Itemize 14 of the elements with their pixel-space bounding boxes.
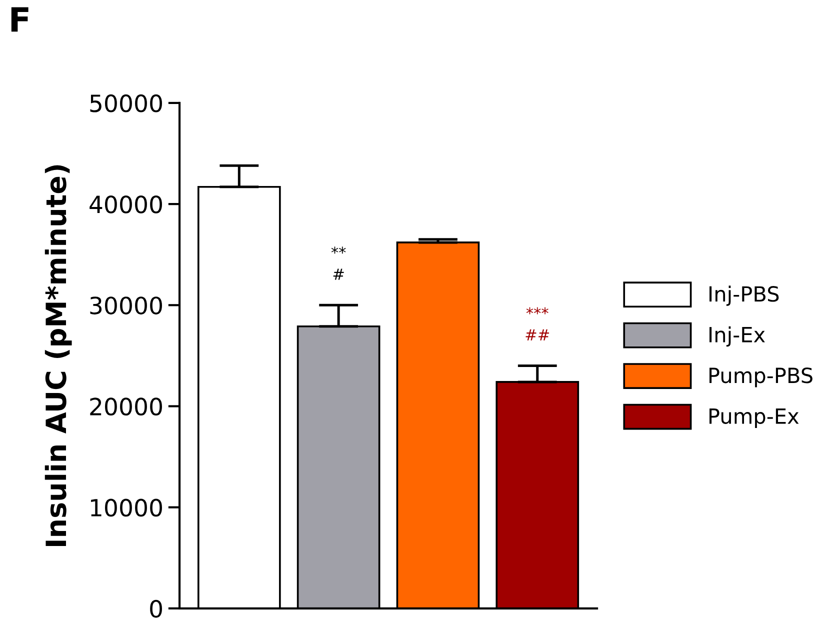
data-label: *** ## xyxy=(526,307,550,340)
legend-label: Pump-Ex xyxy=(710,408,799,428)
y-tick-label: 50000 xyxy=(90,94,162,112)
y-axis-title: Insulin AUC (pM*minute) xyxy=(44,165,72,546)
legend-label: Inj-PBS xyxy=(710,286,779,306)
legend-label: Pump-PBS xyxy=(710,368,812,388)
y-tick-label: 10000 xyxy=(91,498,162,517)
chart-title: F xyxy=(11,7,28,32)
y-tick-label: 0 xyxy=(150,600,162,618)
y-tick-label: 20000 xyxy=(90,398,162,416)
data-label: ** # xyxy=(331,246,346,280)
y-tick-label: 40000 xyxy=(90,195,162,214)
y-tick-label: 30000 xyxy=(90,296,162,314)
legend-label: Inj-Ex xyxy=(710,326,765,347)
